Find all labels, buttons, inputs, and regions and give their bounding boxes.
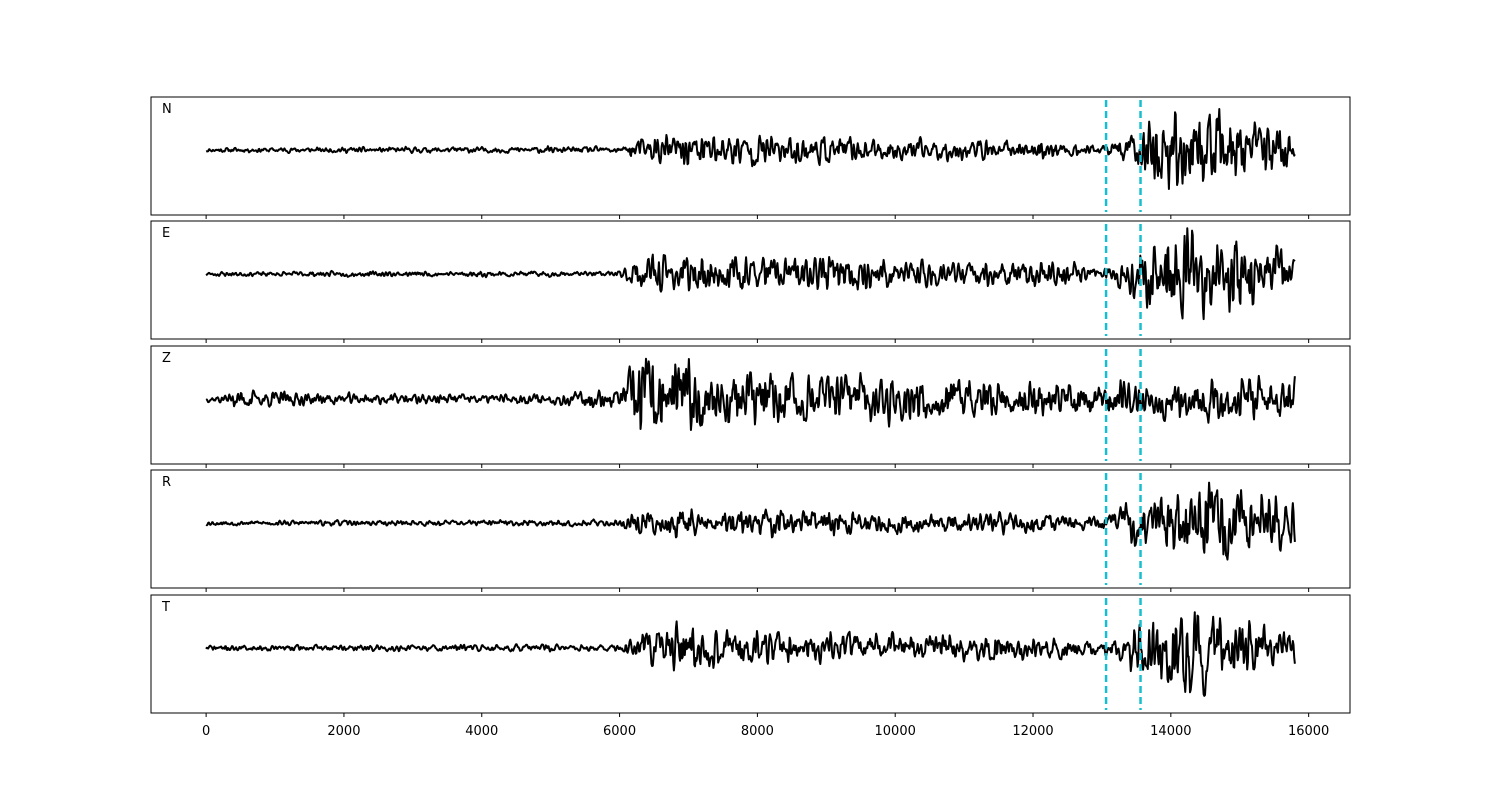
x-tick-label: 12000 xyxy=(1012,724,1053,739)
panel-t: T xyxy=(150,594,1351,717)
x-tick-label: 10000 xyxy=(875,724,916,739)
waveform-t xyxy=(205,611,1296,697)
panel-frame xyxy=(150,594,1351,714)
panel-label: Z xyxy=(162,351,171,366)
x-tick-label: 6000 xyxy=(603,724,636,739)
x-axis: 0 2000 4000 6000 8000 10000 12000 14000 16000 xyxy=(202,724,1329,739)
panel-frame xyxy=(150,220,1351,340)
waveform-n xyxy=(205,108,1296,190)
panel-frame xyxy=(150,96,1351,216)
panels-group: N E Z R T xyxy=(150,96,1351,717)
panel-n: N xyxy=(150,96,1351,219)
x-tick-label: 2000 xyxy=(327,724,360,739)
waveform-r xyxy=(205,481,1296,561)
x-tick-label: 14000 xyxy=(1150,724,1191,739)
panel-label: R xyxy=(162,475,171,490)
panel-e: E xyxy=(150,220,1351,343)
panel-frame xyxy=(150,469,1351,589)
x-tick-label: 4000 xyxy=(465,724,498,739)
waveform-e xyxy=(205,227,1296,321)
panel-z: Z xyxy=(150,345,1351,468)
panel-r: R xyxy=(150,469,1351,592)
panel-label: E xyxy=(162,226,170,241)
panel-label: N xyxy=(162,102,172,117)
panel-frame xyxy=(150,345,1351,465)
x-tick-label: 8000 xyxy=(741,724,774,739)
x-tick-label: 0 xyxy=(202,724,210,739)
waveform-z xyxy=(205,357,1296,431)
panel-label: T xyxy=(161,600,170,615)
x-tick-label: 16000 xyxy=(1288,724,1329,739)
